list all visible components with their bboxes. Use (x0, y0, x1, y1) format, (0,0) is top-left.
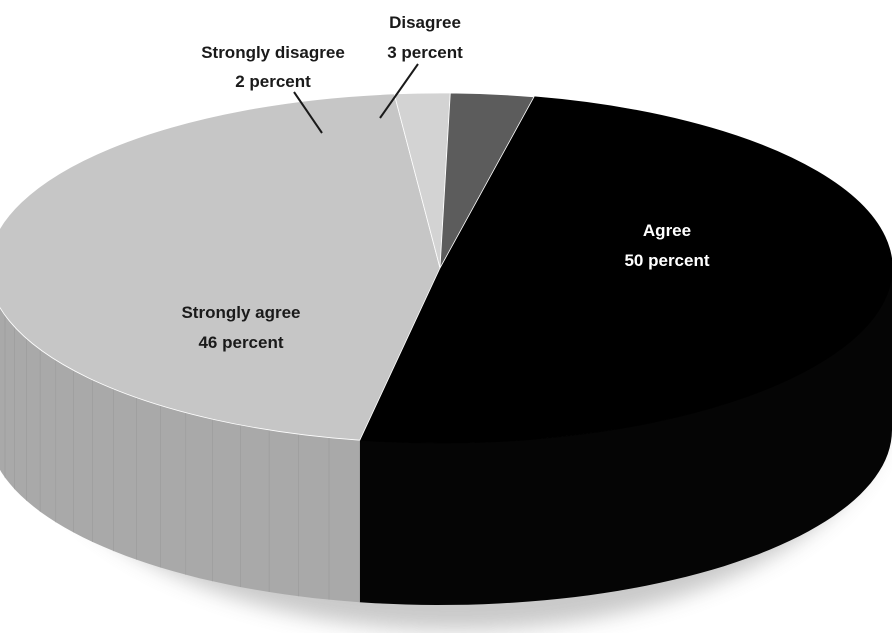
pie-side-walls (0, 268, 892, 605)
slice-label-agree-name: Agree (643, 221, 691, 240)
pie-top-faces (0, 92, 892, 444)
slice-label-disagree: Disagree 3 percent (387, 13, 463, 62)
slice-label-agree-value: 50 percent (624, 251, 709, 270)
leader-line-strongly-disagree (293, 91, 323, 134)
slice-label-strongly-disagree: Strongly disagree 2 percent (201, 43, 345, 91)
pie-slice-agree (359, 96, 892, 444)
slice-label-strongly-agree: Strongly agree 46 percent (181, 303, 300, 352)
slice-label-strongly-disagree-value: 2 percent (235, 72, 311, 91)
slice-label-strongly-disagree-name: Strongly disagree (201, 43, 345, 62)
pie-slice-disagree (439, 92, 535, 269)
slice-label-agree: Agree 50 percent (624, 221, 709, 270)
slice-label-disagree-value: 3 percent (387, 43, 463, 62)
pie-slice-strongly-agree (0, 93, 441, 441)
side-wall-agree (359, 268, 892, 605)
leader-lines (293, 63, 419, 134)
slice-label-disagree-name: Disagree (389, 13, 461, 32)
slice-label-strongly-agree-name: Strongly agree (181, 303, 300, 322)
leader-line-disagree (379, 63, 419, 119)
slice-label-strongly-agree-value: 46 percent (198, 333, 283, 352)
side-wall-strongly-agree (0, 307, 360, 603)
